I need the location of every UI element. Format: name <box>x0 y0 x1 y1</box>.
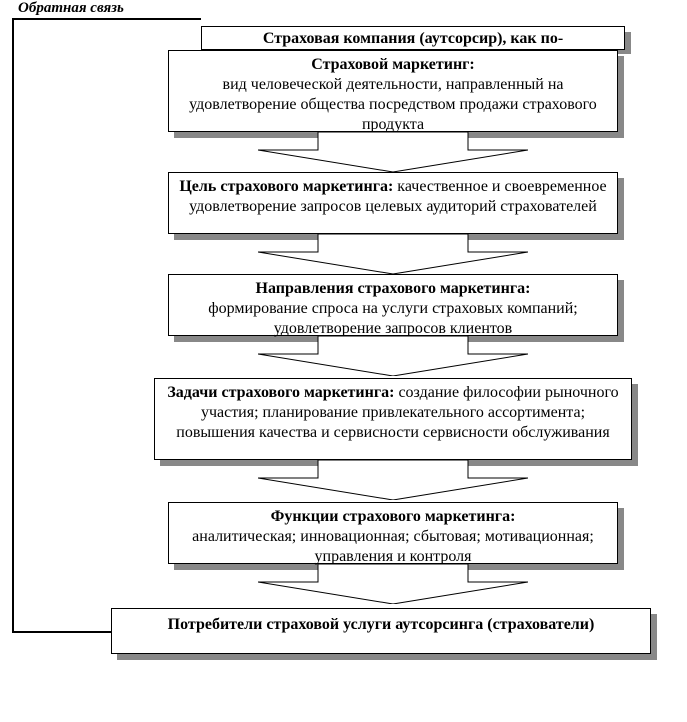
flow-arrow <box>258 564 528 604</box>
box-marketing-title: Страховой маркетинг: <box>177 55 609 75</box>
box-goal: Цель страхового маркетинга: качественное… <box>168 172 618 234</box>
box-directions-body: формирование спроса на услуги страховых … <box>177 299 609 339</box>
flow-arrow <box>258 132 528 172</box>
flow-arrow <box>258 234 528 274</box>
box-tasks-title: Задачи страхового маркетинга: <box>167 384 394 401</box>
box-marketing: Страховой маркетинг: вид человеческой де… <box>168 50 618 132</box>
flowchart-canvas: Обратная связь Страховая компания (аутсо… <box>0 0 687 722</box>
box-goal-title: Цель страхового маркетинга: <box>179 178 393 195</box>
box-marketing-body: вид человеческой деятельности, направлен… <box>177 75 609 135</box>
box-functions-title: Функции страхового маркетинга: <box>177 507 609 527</box>
box-consumers-title: Потребители страховой услуги аутсорсинга… <box>120 613 642 635</box>
box-consumers: Потребители страховой услуги аутсорсинга… <box>111 608 651 654</box>
flow-arrow <box>258 460 528 500</box>
box-tasks: Задачи страхового маркетинга: создание ф… <box>154 378 632 460</box>
box-directions: Направления страхового маркетинга: форми… <box>168 274 618 336</box>
flow-arrow <box>258 336 528 376</box>
feedback-line-vertical <box>12 18 14 631</box>
box-company-title: Страховая компания (аутсорсир), как по- <box>263 30 563 47</box>
feedback-line-top <box>12 18 201 20</box>
feedback-label: Обратная связь <box>18 0 124 17</box>
box-company: Страховая компания (аутсорсир), как по- <box>201 26 625 50</box>
feedback-line-bottom <box>12 631 111 633</box>
box-functions-body: аналитическая; инновационная; сбытовая; … <box>177 527 609 567</box>
box-functions: Функции страхового маркетинга: аналитиче… <box>168 502 618 564</box>
box-directions-title: Направления страхового маркетинга: <box>177 279 609 299</box>
